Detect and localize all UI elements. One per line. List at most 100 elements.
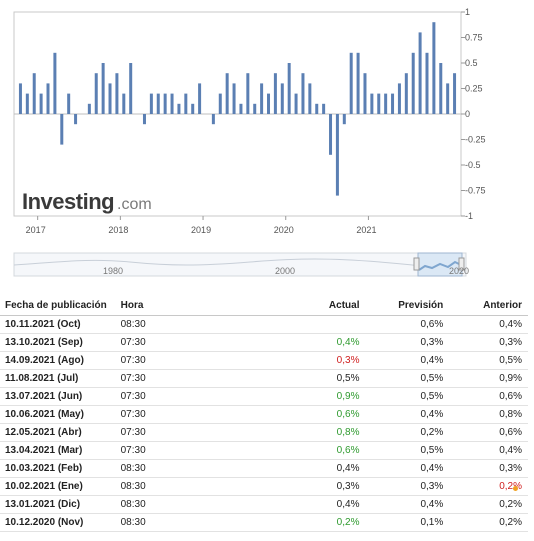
navigator-selected-series (418, 260, 462, 271)
bar[interactable] (246, 73, 250, 114)
bar[interactable] (356, 52, 360, 114)
cell-actual: 0,5% (252, 369, 366, 388)
bar[interactable] (349, 52, 353, 114)
bar[interactable] (301, 73, 305, 114)
cell-time: 07:30 (115, 333, 253, 352)
bar[interactable] (329, 114, 333, 155)
bar[interactable] (267, 93, 271, 114)
y-tick-label: 0.5 (465, 58, 478, 68)
y-tick-label: -0.5 (465, 160, 481, 170)
bar[interactable] (370, 93, 374, 114)
bar[interactable] (391, 93, 395, 114)
bar[interactable] (308, 83, 312, 114)
header-actual[interactable]: Actual (252, 296, 366, 316)
table-row: 12.05.2021 (Abr) 07:30 0,8% 0,2% 0,6% (0, 423, 528, 442)
bar[interactable] (67, 93, 71, 114)
bar[interactable] (425, 52, 429, 114)
bar[interactable] (149, 93, 153, 114)
bar[interactable] (218, 93, 222, 114)
bar[interactable] (184, 93, 188, 114)
cell-previous: 0,6% (449, 387, 528, 406)
bar[interactable] (170, 93, 174, 114)
bar[interactable] (115, 73, 119, 114)
cell-forecast: 0,4% (365, 351, 450, 370)
bar[interactable] (122, 93, 126, 114)
bar[interactable] (108, 83, 112, 114)
bar-chart: 1 0.75 0.5 0.25 0 -0.25 -0.5 -0.75 -1 2017 2018 201… (13, 7, 486, 277)
bar[interactable] (335, 114, 339, 196)
bar[interactable] (129, 63, 133, 114)
bar[interactable] (101, 63, 105, 114)
bar[interactable] (74, 114, 78, 125)
header-date[interactable]: Fecha de publicación (0, 296, 116, 316)
bar[interactable] (46, 83, 50, 114)
header-previous[interactable]: Anterior (449, 296, 528, 316)
table-row: 14.09.2021 (Ago) 07:30 0,3% 0,4% 0,5% (0, 351, 528, 370)
bar[interactable] (25, 93, 29, 114)
bar[interactable] (363, 73, 367, 114)
bar[interactable] (446, 83, 450, 114)
table-row: 11.08.2021 (Jul) 07:30 0,5% 0,5% 0,9% (0, 369, 528, 388)
cell-forecast: 0,1% (365, 513, 450, 532)
cell-previous: 0,2% (449, 477, 528, 496)
y-tick-label: -0.25 (465, 135, 486, 145)
navigator[interactable] (13, 252, 467, 277)
cell-time: 07:30 (115, 441, 253, 460)
chart-panel: 1 0.75 0.5 0.25 0 -0.25 -0.5 -0.75 -1 2017 2018 201… (13, 7, 486, 277)
bar[interactable] (53, 52, 57, 114)
bar[interactable] (432, 22, 436, 115)
header-time[interactable]: Hora (115, 296, 253, 316)
bar[interactable] (384, 93, 388, 114)
bar[interactable] (156, 93, 160, 114)
cell-time: 07:30 (115, 423, 253, 442)
bar[interactable] (377, 93, 381, 114)
table-row: 10.02.2021 (Ene) 08:30 0,3% 0,3% 0,2% (0, 477, 528, 496)
cell-forecast: 0,4% (365, 459, 450, 478)
cell-time: 07:30 (115, 405, 253, 424)
bar[interactable] (60, 114, 64, 145)
navigator-handle-left[interactable] (413, 257, 420, 271)
bar[interactable] (211, 114, 215, 125)
cell-actual: 0,4% (252, 459, 366, 478)
navigator-handle-right[interactable] (458, 257, 465, 271)
bar[interactable] (273, 73, 277, 114)
bar[interactable] (253, 103, 257, 114)
bar[interactable] (18, 83, 22, 114)
bar[interactable] (287, 63, 291, 114)
y-tick-label: 1 (465, 7, 470, 17)
bar[interactable] (315, 103, 319, 114)
bar[interactable] (404, 73, 408, 114)
table-header-row: Fecha de publicación Hora Actual Previsi… (0, 296, 528, 316)
bar[interactable] (198, 83, 202, 114)
bar[interactable] (225, 73, 229, 114)
bar[interactable] (142, 114, 146, 125)
bar[interactable] (439, 63, 443, 114)
navigator-series (13, 258, 461, 267)
cell-previous: 0,5% (449, 351, 528, 370)
header-forecast[interactable]: Previsión (365, 296, 450, 316)
cell-date: 13.01.2021 (Dic) (0, 495, 116, 514)
table-row: 13.01.2021 (Dic) 08:30 0,4% 0,4% 0,2% (0, 495, 528, 514)
bar[interactable] (322, 103, 326, 114)
bar[interactable] (39, 93, 43, 114)
bar[interactable] (342, 114, 346, 125)
bar[interactable] (411, 52, 415, 114)
cell-forecast: 0,6% (365, 315, 450, 334)
bar[interactable] (177, 103, 181, 114)
bar[interactable] (453, 73, 457, 114)
bar[interactable] (280, 83, 284, 114)
cell-time: 08:30 (115, 513, 253, 532)
cell-time: 07:30 (115, 369, 253, 388)
bar[interactable] (260, 83, 264, 114)
bar[interactable] (232, 83, 236, 114)
bar[interactable] (94, 73, 98, 114)
bar[interactable] (32, 73, 36, 114)
bar[interactable] (87, 103, 91, 114)
bar[interactable] (163, 93, 167, 114)
bar[interactable] (294, 93, 298, 114)
bar[interactable] (239, 103, 243, 114)
bar[interactable] (191, 103, 195, 114)
cell-actual: 0,4% (252, 495, 366, 514)
bar[interactable] (418, 32, 422, 114)
bar[interactable] (397, 83, 401, 114)
